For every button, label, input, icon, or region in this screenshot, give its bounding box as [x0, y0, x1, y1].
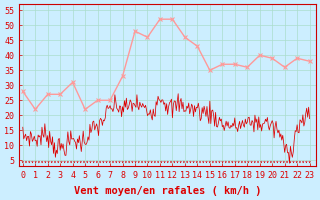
X-axis label: Vent moyen/en rafales ( km/h ): Vent moyen/en rafales ( km/h ) [74, 186, 261, 196]
